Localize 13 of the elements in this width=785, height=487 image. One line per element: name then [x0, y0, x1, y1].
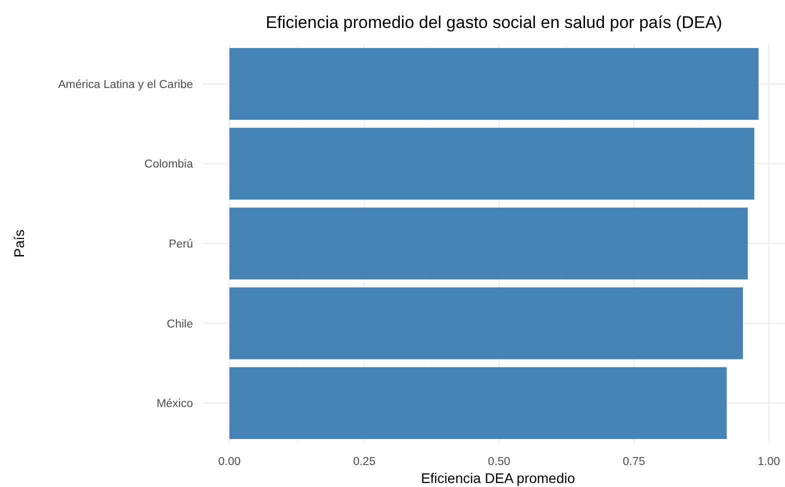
y-tick-label: Colombia: [144, 158, 194, 171]
x-tick-label: 0.00: [218, 456, 241, 468]
x-tick-label: 0.75: [622, 456, 646, 468]
y-tick-label: Perú: [168, 238, 193, 251]
y-tick-label: América Latina y el Caribe: [58, 78, 193, 91]
x-axis-title: Eficiencia DEA promedio: [420, 470, 576, 486]
chart-title: Eficiencia promedio del gasto social en salud por país (DEA): [266, 13, 722, 32]
x-tick-label: 0.50: [488, 456, 510, 468]
x-tick-label: 0.25: [353, 456, 376, 468]
y-axis-title: País: [11, 229, 27, 258]
y-tick-label: México: [156, 398, 193, 410]
x-tick-label: 1.00: [758, 456, 780, 468]
y-tick-label: Chile: [166, 318, 193, 330]
